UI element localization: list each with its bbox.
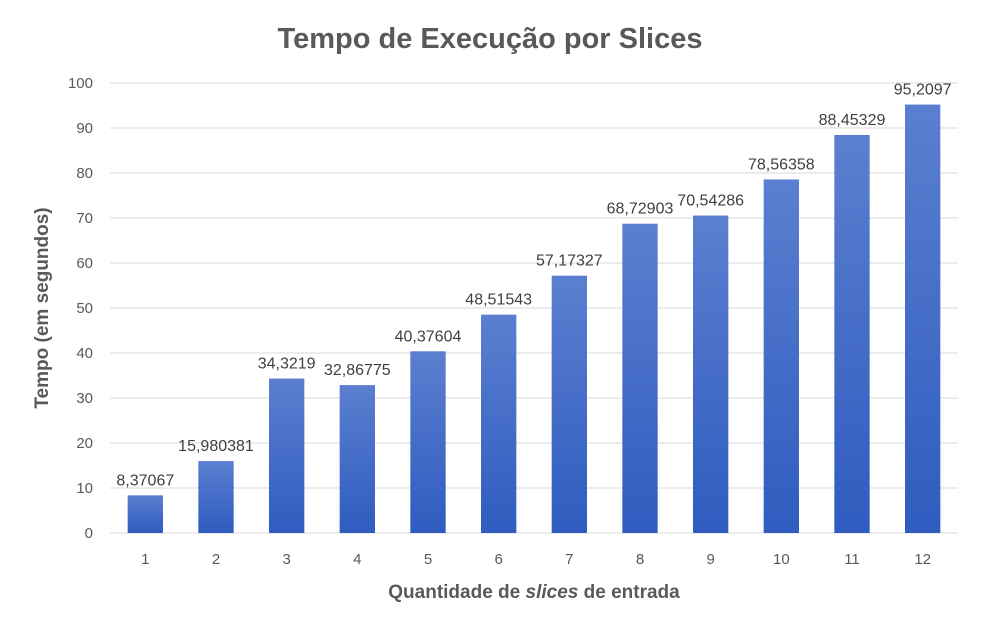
x-axis-title-part-2: slices (526, 582, 579, 603)
bar (481, 314, 517, 533)
y-tick-label: 50 (76, 300, 93, 317)
x-axis-ticks: 1 2 3 4 5 6 7 8 9 10 11 12 (141, 551, 931, 568)
x-tick-label: 6 (494, 551, 502, 568)
data-label: 78,56358 (748, 156, 815, 173)
y-tick-label: 60 (76, 255, 93, 272)
y-tick-label: 30 (76, 390, 93, 407)
y-tick-label: 80 (76, 165, 93, 182)
y-tick-label: 20 (76, 435, 93, 452)
data-label: 70,54286 (677, 193, 744, 210)
bar (834, 134, 870, 533)
data-label: 15,980381 (178, 438, 254, 455)
y-tick-label: 10 (76, 480, 93, 497)
x-tick-label: 3 (282, 551, 290, 568)
bar (693, 215, 729, 533)
bar (410, 351, 446, 533)
bar (198, 461, 234, 533)
bar (127, 495, 163, 533)
x-axis-title-part-3: de entrada (578, 582, 680, 603)
x-tick-label: 2 (212, 551, 220, 568)
y-axis-title: Tempo (em segundos) (32, 207, 53, 408)
bar (339, 385, 375, 533)
data-label: 8,37067 (116, 472, 174, 489)
x-tick-label: 11 (844, 551, 860, 568)
data-label: 68,72903 (607, 201, 674, 218)
x-tick-label: 1 (141, 551, 149, 568)
data-label: 95,2097 (894, 82, 952, 99)
chart-title: Tempo de Execução por Slices (278, 23, 703, 55)
data-label: 57,17327 (536, 253, 603, 270)
y-tick-label: 40 (76, 345, 93, 362)
x-tick-label: 4 (353, 551, 361, 568)
x-axis-title: Quantidade de slices de entrada (388, 582, 680, 603)
data-label: 88,45329 (819, 112, 886, 129)
bar (551, 275, 587, 533)
data-label: 40,37604 (395, 328, 462, 345)
data-label: 32,86775 (324, 362, 391, 379)
bars (127, 104, 941, 534)
bar (905, 104, 941, 534)
bar (269, 378, 305, 533)
bar (622, 223, 658, 533)
x-tick-label: 7 (565, 551, 573, 568)
data-label: 34,3219 (258, 356, 316, 373)
x-tick-label: 10 (773, 551, 790, 568)
x-tick-label: 8 (636, 551, 644, 568)
y-tick-label: 90 (76, 120, 93, 137)
y-tick-label: 100 (68, 75, 93, 92)
x-axis-title-part-1: Quantidade de (388, 582, 525, 603)
y-tick-label: 70 (76, 210, 93, 227)
x-tick-label: 5 (424, 551, 432, 568)
y-axis-ticks: 0 10 20 30 40 50 60 70 80 90 100 (68, 75, 93, 542)
data-label: 48,51543 (465, 292, 532, 309)
bar (763, 179, 799, 534)
gridlines (110, 82, 958, 534)
x-tick-label: 9 (706, 551, 714, 568)
x-tick-label: 12 (914, 551, 931, 568)
y-tick-label: 0 (85, 525, 93, 542)
